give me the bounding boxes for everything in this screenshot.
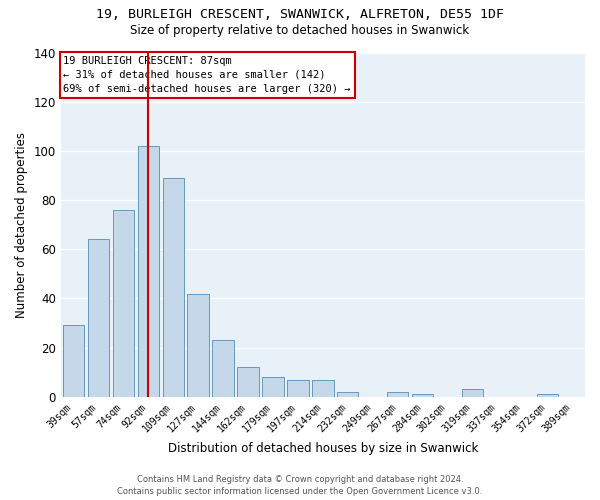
Text: Size of property relative to detached houses in Swanwick: Size of property relative to detached ho… [130, 24, 470, 37]
Bar [412, 394, 433, 397]
Bar [113, 210, 134, 397]
Bar [462, 390, 483, 397]
Bar [537, 394, 558, 397]
Bar [312, 380, 334, 397]
Text: 19 BURLEIGH CRESCENT: 87sqm
← 31% of detached houses are smaller (142)
69% of se: 19 BURLEIGH CRESCENT: 87sqm ← 31% of det… [64, 56, 351, 94]
Bar [287, 380, 308, 397]
Bar [238, 368, 259, 397]
Text: 19, BURLEIGH CRESCENT, SWANWICK, ALFRETON, DE55 1DF: 19, BURLEIGH CRESCENT, SWANWICK, ALFRETO… [96, 8, 504, 20]
Bar [337, 392, 358, 397]
Bar [387, 392, 409, 397]
Bar [163, 178, 184, 397]
Bar [137, 146, 159, 397]
Bar [212, 340, 233, 397]
Bar [262, 377, 284, 397]
X-axis label: Distribution of detached houses by size in Swanwick: Distribution of detached houses by size … [168, 442, 478, 455]
Bar [88, 240, 109, 397]
Bar [62, 326, 84, 397]
Text: Contains HM Land Registry data © Crown copyright and database right 2024.
Contai: Contains HM Land Registry data © Crown c… [118, 475, 482, 496]
Bar [187, 294, 209, 397]
Y-axis label: Number of detached properties: Number of detached properties [15, 132, 28, 318]
